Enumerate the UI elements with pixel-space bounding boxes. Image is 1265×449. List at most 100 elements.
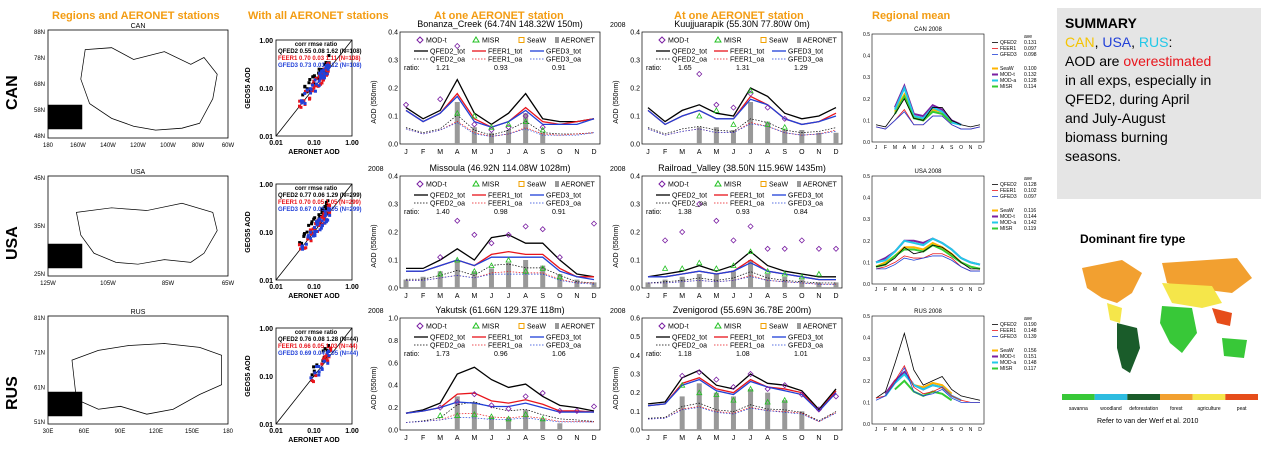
scatter-point (318, 228, 322, 232)
modt-point (539, 226, 546, 233)
scatter-point (297, 243, 301, 247)
scatter-ylabel: GEOS5 AOD (245, 355, 252, 396)
legend-aeronet-marker (555, 323, 559, 329)
modt-point (662, 237, 669, 244)
scatter-ytick: 0.01 (259, 422, 273, 429)
map-lat-label: 48N (34, 134, 45, 140)
scatter-point (312, 84, 316, 88)
modt-point (696, 70, 703, 78)
ytick-label: 0.4 (630, 353, 640, 360)
fire-legend-swatch (1094, 394, 1128, 400)
scatter-point (321, 78, 325, 82)
misr-point (781, 396, 788, 403)
regional-month: M (912, 287, 916, 293)
scatter-point (315, 229, 319, 233)
legend-oa-label: GFED3_oa (788, 343, 823, 350)
scatter-point (318, 215, 322, 219)
month-label: J (646, 293, 650, 300)
scatter-point (313, 371, 317, 375)
aeronet-bar (557, 274, 563, 288)
misr-point (747, 248, 754, 254)
scatter-point (325, 353, 329, 357)
aeronet-bar (557, 423, 563, 430)
scatter-point (329, 348, 333, 352)
ytick-label: 0.4 (630, 30, 640, 37)
misr-point (505, 256, 512, 263)
legend-misr: MISR (724, 324, 742, 331)
scatter-point (324, 220, 328, 224)
month-label: J (507, 293, 511, 300)
month-label: N (816, 435, 821, 442)
ytick-label: 0.2 (388, 86, 398, 93)
aeronet-bar (696, 383, 702, 430)
summary-can: CAN (1065, 34, 1095, 50)
regional-legend-name: MISR (1000, 226, 1013, 232)
modt-point (730, 384, 737, 391)
scatter-xlabel: AERONET AOD (288, 149, 339, 156)
scatter-point (307, 81, 311, 85)
modt-point (488, 402, 495, 409)
legend-oa-label: QFED2_oa (672, 57, 707, 64)
ytick-label: 0.1 (388, 258, 398, 265)
scatter-point (309, 376, 313, 380)
month-label: J (732, 293, 736, 300)
header-regions: Regions and AERONET stations (52, 10, 220, 22)
scatter-point (313, 232, 317, 236)
aeronet-bar (799, 130, 805, 144)
month-label: J (749, 293, 753, 300)
modt-point (798, 237, 805, 244)
month-label: F (421, 293, 425, 300)
scatter-xtick: 1.00 (345, 428, 359, 435)
month-label: N (574, 435, 579, 442)
modt-point (832, 245, 840, 252)
scatter-stats-feer1: FEER1 0.70 0.03 1.11 (N=108) (278, 56, 361, 62)
scatter-point (326, 69, 330, 73)
scatter-point (306, 234, 310, 238)
month-label: J (646, 149, 650, 156)
scatter-stats-feer1: FEER1 0.70 0.05 1.05 (N=299) (278, 200, 361, 206)
map-lon-label: 60E (79, 429, 90, 435)
scatter-xtick: 0.01 (269, 428, 283, 435)
month-label: A (765, 149, 770, 156)
modt-point (730, 237, 737, 244)
regional-line-mod-a (875, 237, 981, 266)
regional-legend-value: 0.148 (1024, 360, 1037, 366)
misr-point (747, 87, 754, 94)
scatter-point (324, 64, 328, 68)
misr-point (661, 265, 669, 271)
scatter-point (314, 220, 318, 224)
month-label: O (799, 293, 805, 300)
legend-misr: MISR (482, 182, 500, 189)
scatter-point (323, 355, 327, 359)
scatter-ylabel: GEOS5 AOD (245, 67, 252, 108)
ytick-label: 0.4 (388, 174, 398, 181)
regional-ytick: 0.0 (863, 140, 870, 146)
modt-point (713, 376, 720, 383)
month-label: J (490, 293, 494, 300)
scatter-xlabel: AERONET AOD (288, 437, 339, 444)
ratio-value: 1.40 (436, 209, 450, 216)
summary-overestimated: overestimated (1123, 53, 1212, 69)
map-lat-label: 35N (34, 224, 45, 230)
series-oa-line (647, 402, 837, 422)
scatter-stats-qfed2: QFED2 0.77 0.06 1.29 (N=299) (278, 193, 362, 199)
modt-point (471, 231, 478, 238)
aeronet-bar (748, 388, 754, 430)
regional-legend-name: MISR (1000, 366, 1013, 372)
month-label: A (523, 293, 528, 300)
regional-ytick: 0.3 (863, 357, 870, 363)
regional-line-gfed3 (875, 111, 981, 130)
aeronet-bar (816, 132, 822, 144)
scatter-usa: 0.010.01 0.10 0.10 1.00 1.00 AERONET AOD GEOS5… (245, 182, 362, 300)
month-label: J (404, 149, 408, 156)
map-lat-label: 81N (34, 316, 45, 322)
scatter-point (327, 211, 331, 215)
fire-na (1082, 260, 1142, 303)
series-line-feer1_tot (647, 377, 837, 413)
month-label: M (471, 149, 477, 156)
scatter-point (308, 97, 312, 101)
modt-point (556, 254, 563, 261)
legend-aeronet-marker (797, 181, 801, 187)
legend-misr: MISR (482, 38, 500, 45)
